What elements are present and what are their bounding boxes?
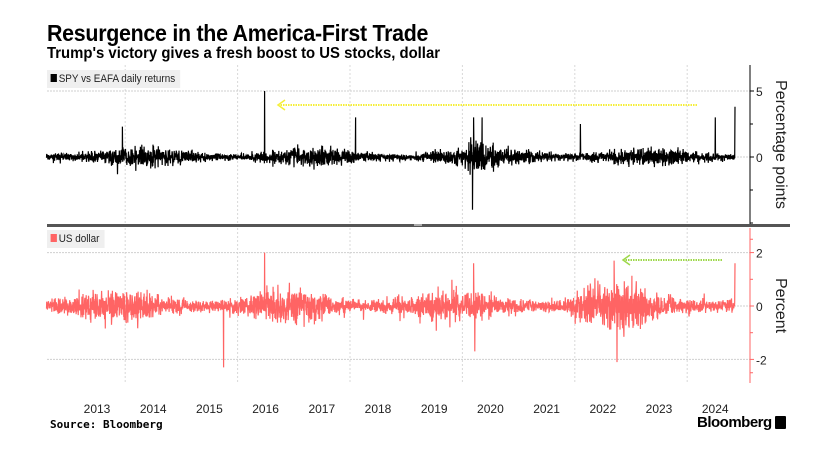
x-tick-label: 2018 — [365, 402, 392, 416]
y-tick-label: 5 — [756, 85, 763, 99]
x-tick-label: 2017 — [308, 402, 335, 416]
legend-swatch — [50, 234, 57, 242]
y-tick-label: 0 — [756, 300, 763, 314]
arrow-bottom-head — [621, 254, 631, 266]
x-tick-label: 2022 — [589, 402, 616, 416]
y-tick-label: -2 — [756, 353, 767, 367]
bloomberg-logo: Bloomberg — [697, 414, 772, 431]
x-tick-label: 2015 — [196, 402, 223, 416]
x-tick-label: 2024 — [702, 402, 729, 416]
y-axis-title: Percent — [772, 278, 789, 334]
y-tick-label: 0 — [756, 151, 763, 165]
legend-label: US dollar — [58, 233, 100, 245]
series-line-us-dollar — [45, 252, 736, 368]
x-tick-label: 2021 — [533, 402, 560, 416]
x-tick-label: 2016 — [252, 402, 279, 416]
chart-subtitle: Trump's victory gives a fresh boost to U… — [47, 45, 441, 62]
legend-us-dollar: US dollar — [47, 230, 105, 248]
x-tick-label: 2023 — [646, 402, 673, 416]
x-tick-label: 2014 — [140, 402, 167, 416]
chart-title: Resurgence in the America-First Trade — [47, 20, 429, 46]
x-tick-label: 2019 — [421, 402, 448, 416]
series-line-spy-eafa — [45, 90, 736, 210]
legend-swatch — [50, 74, 57, 82]
legend-spy-eafa: SPY vs EAFA daily returns — [47, 70, 181, 88]
arrow-top-head — [276, 99, 286, 111]
bloomberg-terminal-icon — [775, 416, 786, 429]
y-axis-title: Percentage points — [772, 80, 789, 209]
x-tick-label: 2013 — [84, 402, 111, 416]
panel-resize-handle — [414, 224, 422, 226]
x-tick-label: 2020 — [477, 402, 504, 416]
source-note: Source: Bloomberg — [50, 418, 163, 431]
legend-label: SPY vs EAFA daily returns — [58, 73, 176, 85]
y-tick-label: 2 — [756, 247, 763, 261]
